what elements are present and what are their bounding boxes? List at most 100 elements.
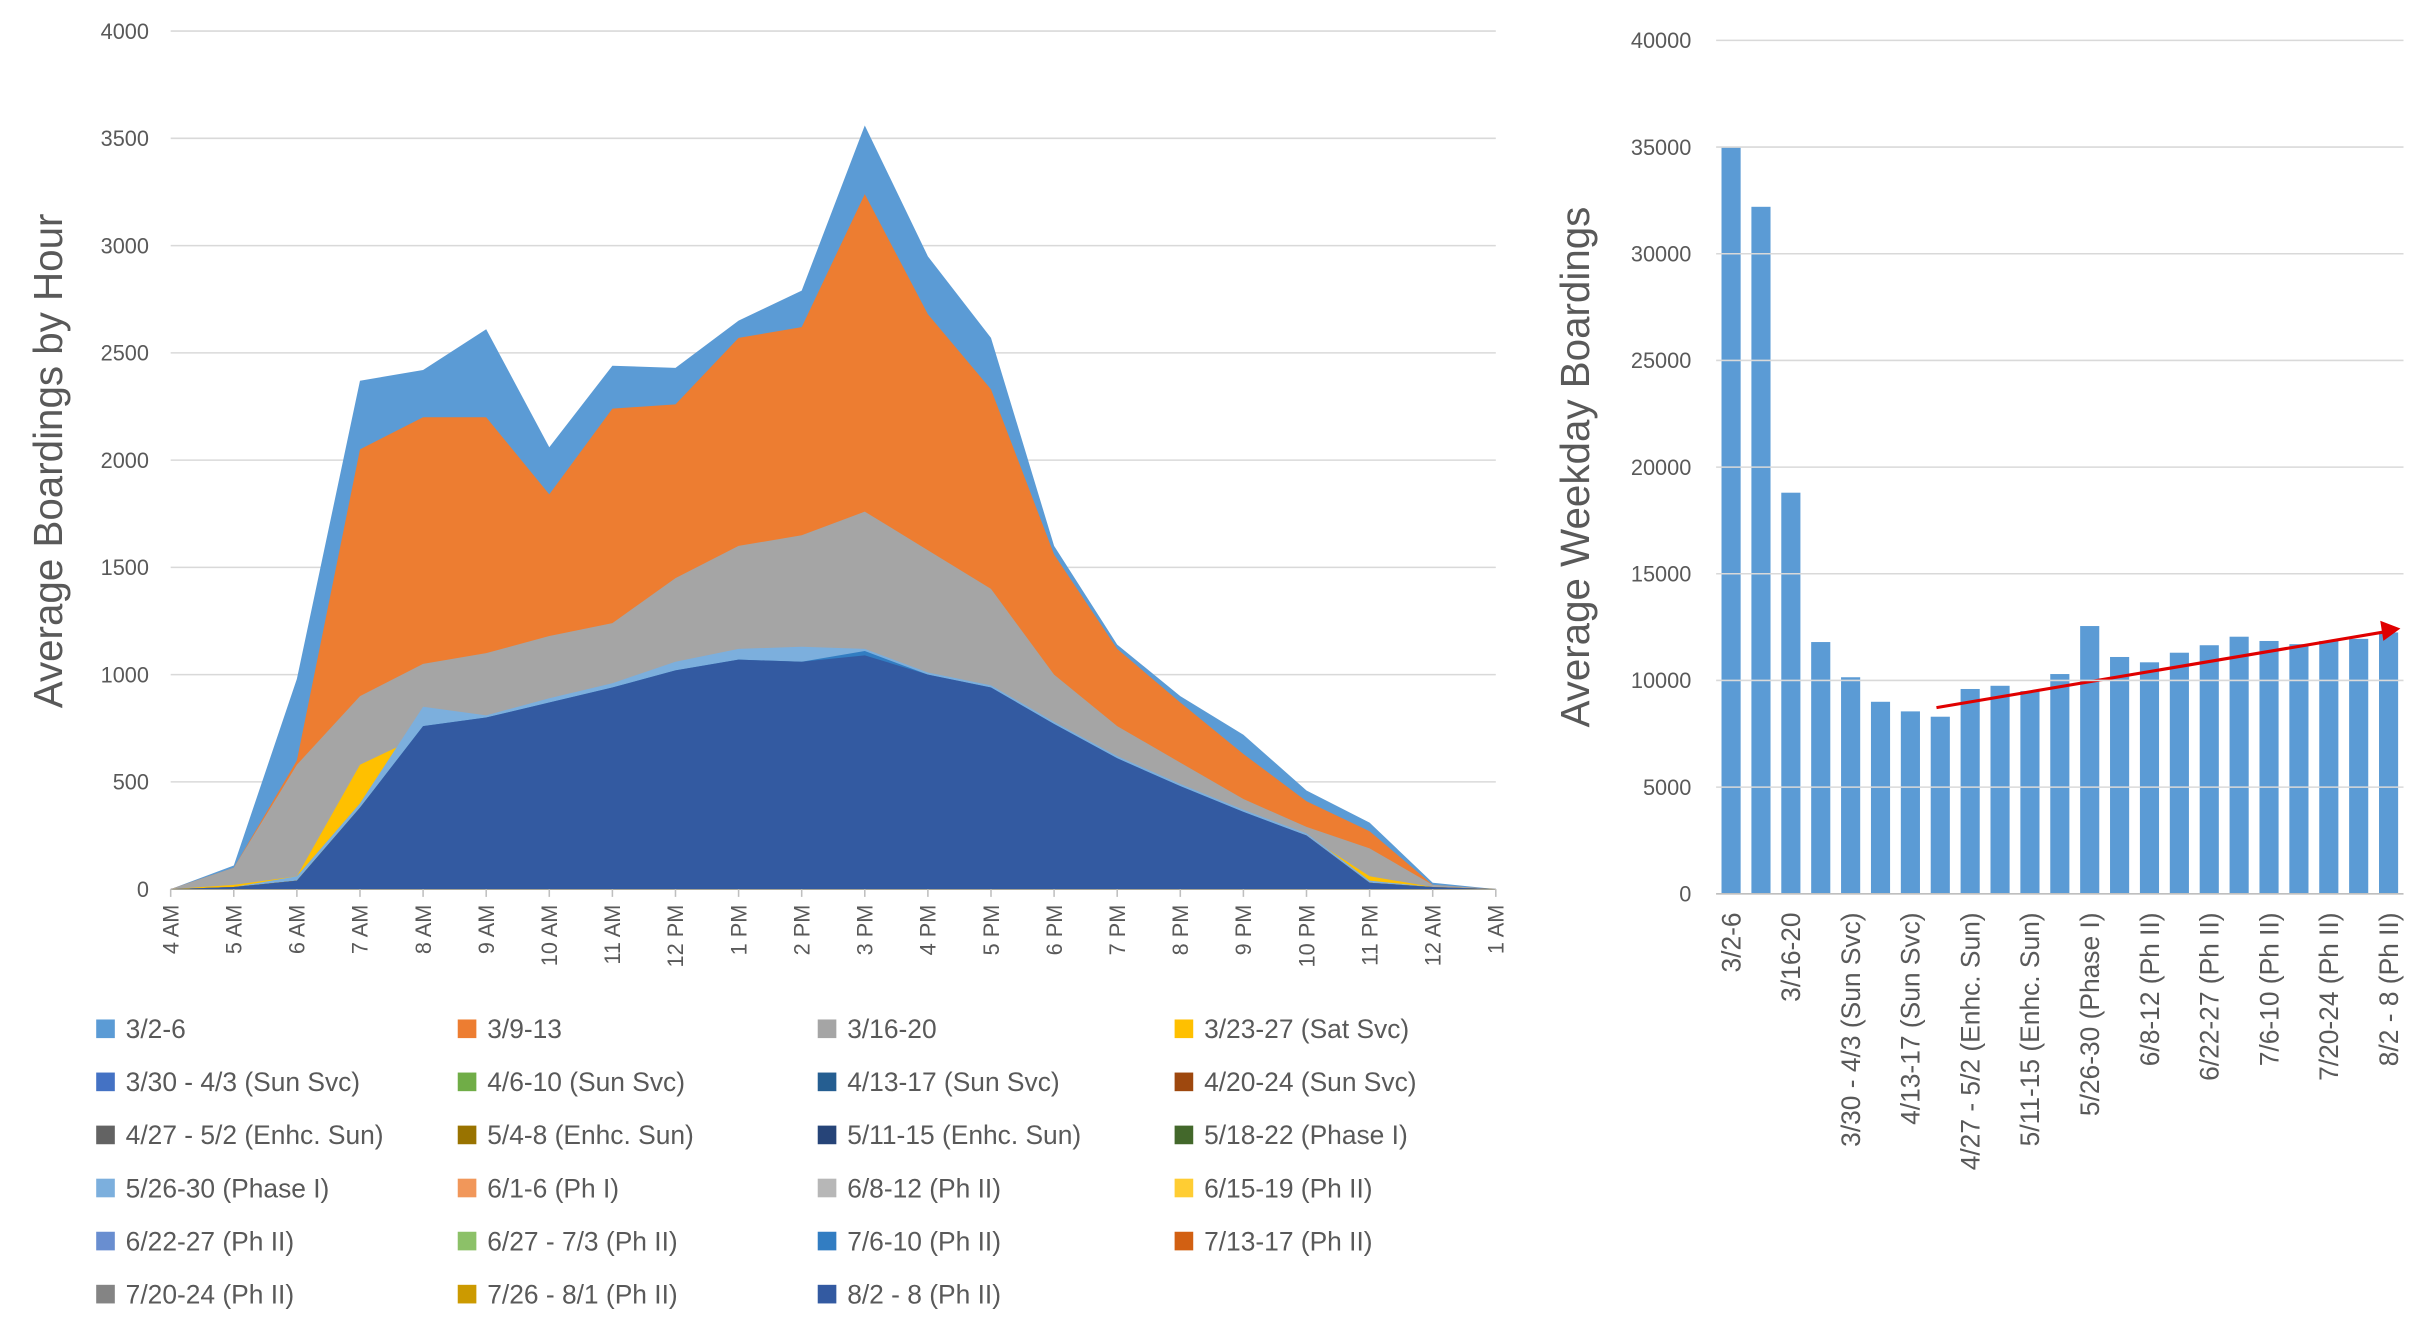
legend-swatch [457,1178,477,1198]
x-tick-label: 4 AM [158,905,183,955]
bar [1721,147,1741,894]
x-tick-label: 3 PM [853,905,878,956]
legend-label: 4/27 - 5/2 (Enhc. Sun) [126,1120,384,1150]
legend-swatch [96,1072,115,1092]
legend-swatch [817,1178,837,1198]
bar [1811,642,1831,894]
area [170,655,1496,890]
legend-label: 3/16-20 [847,1014,936,1044]
legend-label: 7/20-24 (Ph II) [126,1279,295,1309]
x-tick-label: 2 PM [789,905,814,956]
x-tick-label: 1 AM [1484,905,1509,955]
legend-swatch [96,1019,115,1039]
trend-arrowhead [2380,620,2401,641]
x-tick-label: 6 AM [285,905,310,955]
y-tick-label: 1000 [101,662,149,687]
legend-label: 7/6-10 (Ph II) [847,1226,1001,1256]
y-tick-label: 3000 [101,233,149,258]
y-tick-label: 0 [1679,882,1691,907]
x-tick-label: 7/20-24 (Ph II) [2314,912,2344,1081]
x-tick-label: 8/2 - 8 (Ph II) [2374,912,2404,1066]
bar [2349,638,2369,894]
legend-swatch [1174,1231,1194,1251]
x-tick-label: 10 AM [537,905,562,967]
x-tick-label: 8 PM [1168,905,1193,956]
legend-swatch [96,1284,115,1304]
bar [2110,656,2130,894]
legend-swatch [457,1231,477,1251]
y-tick-label: 5000 [1643,775,1691,800]
legend-swatch [817,1231,837,1251]
legend-label: 3/9-13 [487,1014,562,1044]
y-tick-label: 1500 [101,555,149,580]
bar [2139,662,2160,894]
bar [2229,636,2249,894]
bar [2050,674,2070,894]
legend-label: 4/6-10 (Sun Svc) [487,1067,685,1097]
legend-label: 6/8-12 (Ph II) [847,1173,1001,1203]
legend-label: 5/26-30 (Phase I) [126,1173,330,1203]
x-tick-label: 11 PM [1357,905,1382,966]
legend-label: 4/13-17 (Sun Svc) [847,1067,1059,1097]
x-tick-label: 6 PM [1042,905,1067,956]
bar [1870,701,1891,894]
legend-swatch [96,1178,115,1198]
legend-label: 5/18-22 (Phase I) [1204,1120,1408,1150]
legend-label: 3/2-6 [126,1014,186,1044]
x-tick-label: 11 AM [600,905,625,965]
bar [1990,685,2010,894]
y-tick-label: 10000 [1631,668,1691,693]
bar [1751,206,1771,894]
legend-swatch [1174,1125,1194,1145]
legend-label: 7/26 - 8/1 (Ph II) [487,1279,677,1309]
legend-swatch [817,1019,837,1039]
x-tick-label: 7/6-10 (Ph II) [2254,912,2284,1066]
legend-swatch [457,1125,477,1145]
trend-arrow [1936,620,2401,710]
legend-swatch [457,1019,477,1039]
bar [2169,652,2189,894]
x-tick-label: 5 AM [222,905,247,955]
legend-swatch [817,1125,837,1145]
x-tick-label: 6/8-12 (Ph II) [2135,912,2165,1066]
bar [2259,640,2279,894]
bar [1900,711,1920,894]
y-tick-label: 500 [113,770,149,795]
legend-label: 6/27 - 7/3 (Ph II) [487,1226,677,1256]
legend-swatch [457,1072,477,1092]
x-tick-label: 3/16-20 [1776,912,1806,1001]
x-tick-label: 4 PM [916,905,941,956]
x-tick-label: 9 PM [1231,905,1256,956]
legend-swatch [96,1125,115,1145]
legend-swatch [817,1284,837,1304]
y-tick-label: 20000 [1631,455,1691,480]
y-tick-label: 2500 [101,341,149,366]
legend-label: 6/15-19 (Ph II) [1204,1173,1373,1203]
legend-label: 5/4-8 (Enhc. Sun) [487,1120,694,1150]
legend-swatch [1174,1019,1194,1039]
x-tick-label: 5/26-30 (Phase I) [2075,912,2105,1116]
y-tick-label: 40000 [1631,28,1691,53]
legend-swatch [1174,1178,1194,1198]
legend-label: 8/2 - 8 (Ph II) [847,1279,1001,1309]
legend-label: 6/22-27 (Ph II) [126,1226,295,1256]
legend-label: 3/30 - 4/3 (Sun Svc) [126,1067,360,1097]
x-tick-label: 12 AM [1420,905,1445,967]
trend-line [1936,630,2387,710]
bar [2319,640,2339,894]
bar [1841,677,1861,894]
y-tick-label: 4000 [101,19,149,44]
y-tick-label: 2000 [101,448,149,473]
x-tick-label: 7 PM [1105,905,1130,956]
x-tick-label: 3/2-6 [1716,912,1746,972]
x-tick-label: 5/11-15 (Enhc. Sun) [2015,912,2045,1146]
y-tick-label: 30000 [1631,241,1691,266]
legend-swatch [1174,1072,1194,1092]
y-axis-title: Average Weekday Boardings [1552,207,1598,728]
bar [2199,645,2219,894]
y-axis-title: Average Boardings by Hour [25,214,71,709]
legend-label: 6/1-6 (Ph I) [487,1173,619,1203]
x-tick-label: 7 AM [348,905,373,955]
x-tick-label: 6/22-27 (Ph II) [2195,912,2225,1081]
x-tick-label: 12 PM [663,905,688,968]
